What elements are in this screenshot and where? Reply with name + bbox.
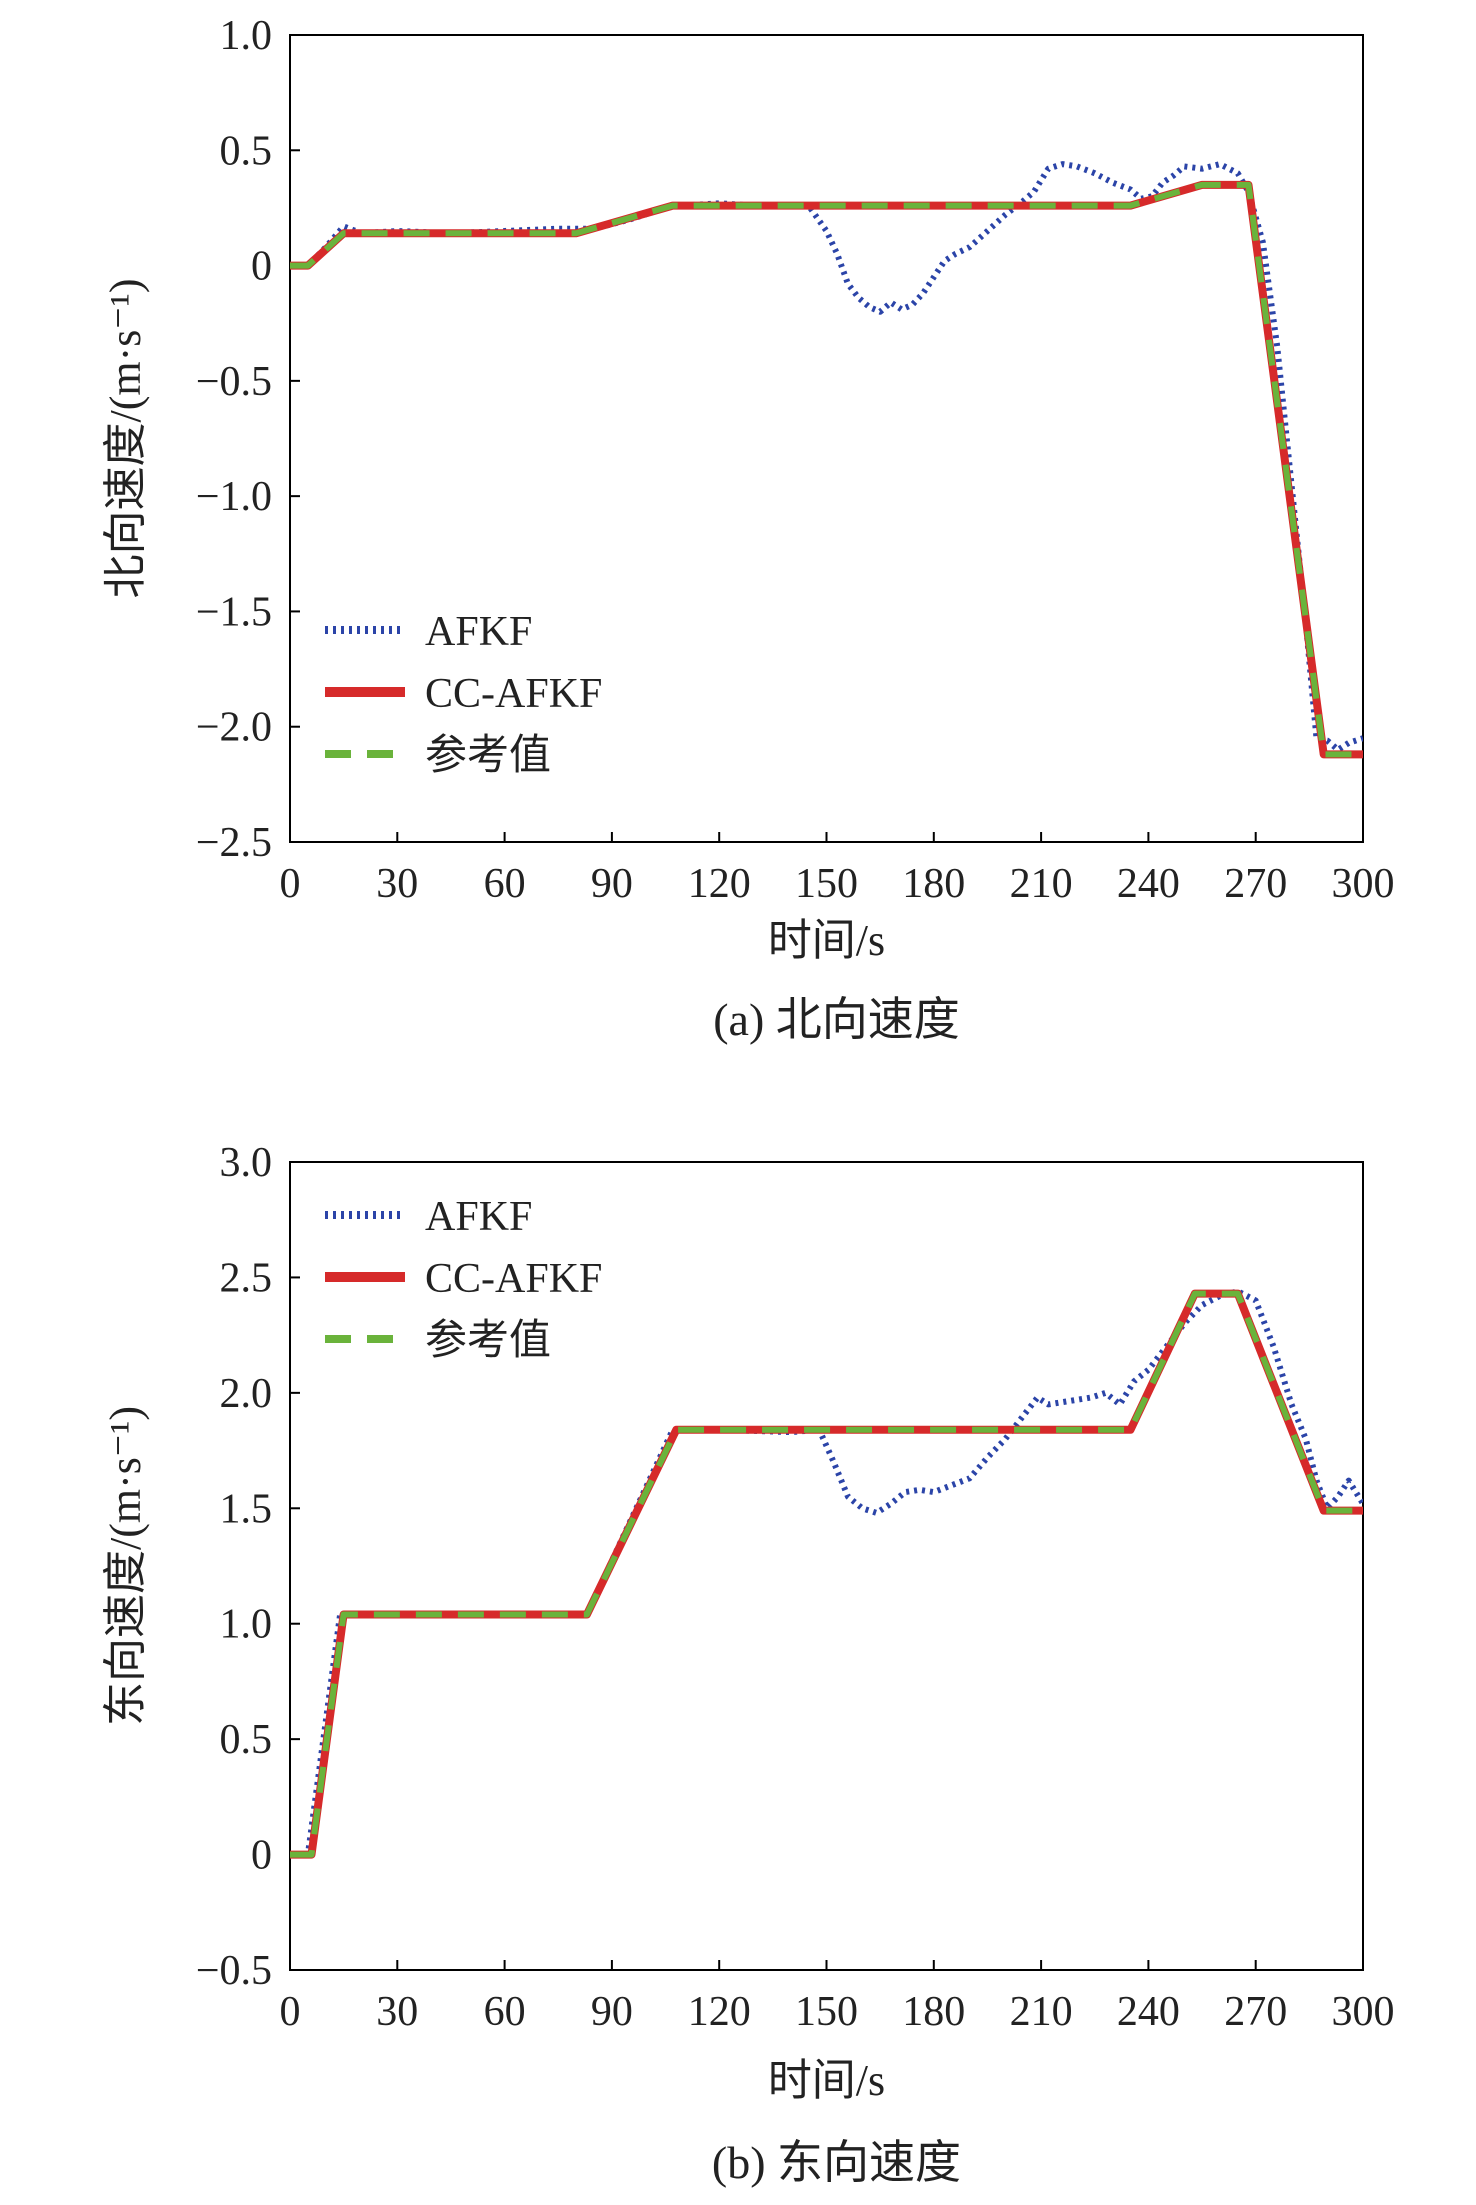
x-tick-label: 270 <box>1224 1989 1287 2035</box>
x-tick-label: 30 <box>376 861 418 907</box>
series-line-cc-afkf <box>290 1289 1363 1859</box>
x-tick-label: 0 <box>280 861 301 907</box>
x-tick-label: 180 <box>902 861 965 907</box>
x-tick-label: 120 <box>688 1989 751 2035</box>
x-tick-label: 240 <box>1117 1989 1180 2035</box>
legend: AFKF CC-AFKF 参考值 <box>325 1194 602 1364</box>
y-tick-label: 1.0 <box>220 1602 273 1648</box>
x-tick-label: 150 <box>795 1989 858 2035</box>
y-tick-label: −0.5 <box>196 1948 272 1994</box>
legend-label: CC-AFKF <box>425 1256 602 1302</box>
x-tick-label: 210 <box>1010 861 1073 907</box>
x-tick-label: 180 <box>902 1989 965 2035</box>
x-tick-label: 0 <box>280 1989 301 2035</box>
x-tick-label: 90 <box>591 861 633 907</box>
y-tick-label: 1.5 <box>220 1486 273 1532</box>
plot-frame <box>289 34 1364 843</box>
y-tick-label: 0 <box>251 1833 272 1879</box>
series-line-- <box>290 1290 1363 1858</box>
x-tick-label: 60 <box>484 861 526 907</box>
y-axis-label: 东向速度/(m·s⁻¹) <box>101 1406 150 1726</box>
y-tick-label: 3.0 <box>220 1140 273 1186</box>
series-line-afkf <box>290 1288 1363 1858</box>
x-tick-label: 270 <box>1224 861 1287 907</box>
x-tick-label: 60 <box>484 1989 526 2035</box>
chart-panel-b: 0 30 60 90 120 150 180 210 240 270 300 3.0 2.5 2.0 1.5… <box>101 1140 1395 2188</box>
y-tick-label: 1.0 <box>220 13 273 59</box>
y-tick-label: 2.5 <box>220 1255 273 1301</box>
chart-caption: (b) 东向速度 <box>712 2137 961 2188</box>
series-line-afkf <box>290 161 1363 753</box>
series-line-cc-afkf <box>290 180 1363 759</box>
y-tick-label: −1.0 <box>196 474 272 520</box>
x-tick-label: 300 <box>1332 1989 1395 2035</box>
legend-label: CC-AFKF <box>425 671 602 717</box>
y-tick-label: 0 <box>251 244 272 290</box>
legend: AFKF CC-AFKF 参考值 <box>325 609 602 779</box>
y-tick-label: −2.0 <box>196 705 272 751</box>
chart-panel-a: 0 30 60 90 120 150 180 210 240 270 300 1.0 0.5 0 −0.5 −… <box>101 13 1395 1045</box>
x-tick-label: 30 <box>376 1989 418 2035</box>
x-axis-label: 时间/s <box>768 2056 885 2105</box>
chart-caption: (a) 北向速度 <box>713 994 960 1045</box>
y-tick-label: 0.5 <box>220 128 273 174</box>
x-tick-label: 240 <box>1117 861 1180 907</box>
legend-label: AFKF <box>425 609 532 655</box>
y-tick-label: 0.5 <box>220 1717 273 1763</box>
x-axis-label: 时间/s <box>768 916 885 965</box>
legend-label: 参考值 <box>425 732 551 779</box>
x-tick-label: 150 <box>795 861 858 907</box>
y-tick-label: −1.5 <box>196 589 272 635</box>
x-tick-label: 210 <box>1010 1989 1073 2035</box>
legend-label: 参考值 <box>425 1317 551 1364</box>
x-tick-label: 300 <box>1332 861 1395 907</box>
y-tick-label: −0.5 <box>196 359 272 405</box>
y-tick-label: −2.5 <box>196 820 272 866</box>
series-line-- <box>290 181 1363 758</box>
y-axis-label: 北向速度/(m·s⁻¹) <box>101 279 150 599</box>
x-tick-label: 120 <box>688 861 751 907</box>
y-tick-label: 2.0 <box>220 1371 273 1417</box>
x-tick-label: 90 <box>591 1989 633 2035</box>
legend-label: AFKF <box>425 1194 532 1240</box>
